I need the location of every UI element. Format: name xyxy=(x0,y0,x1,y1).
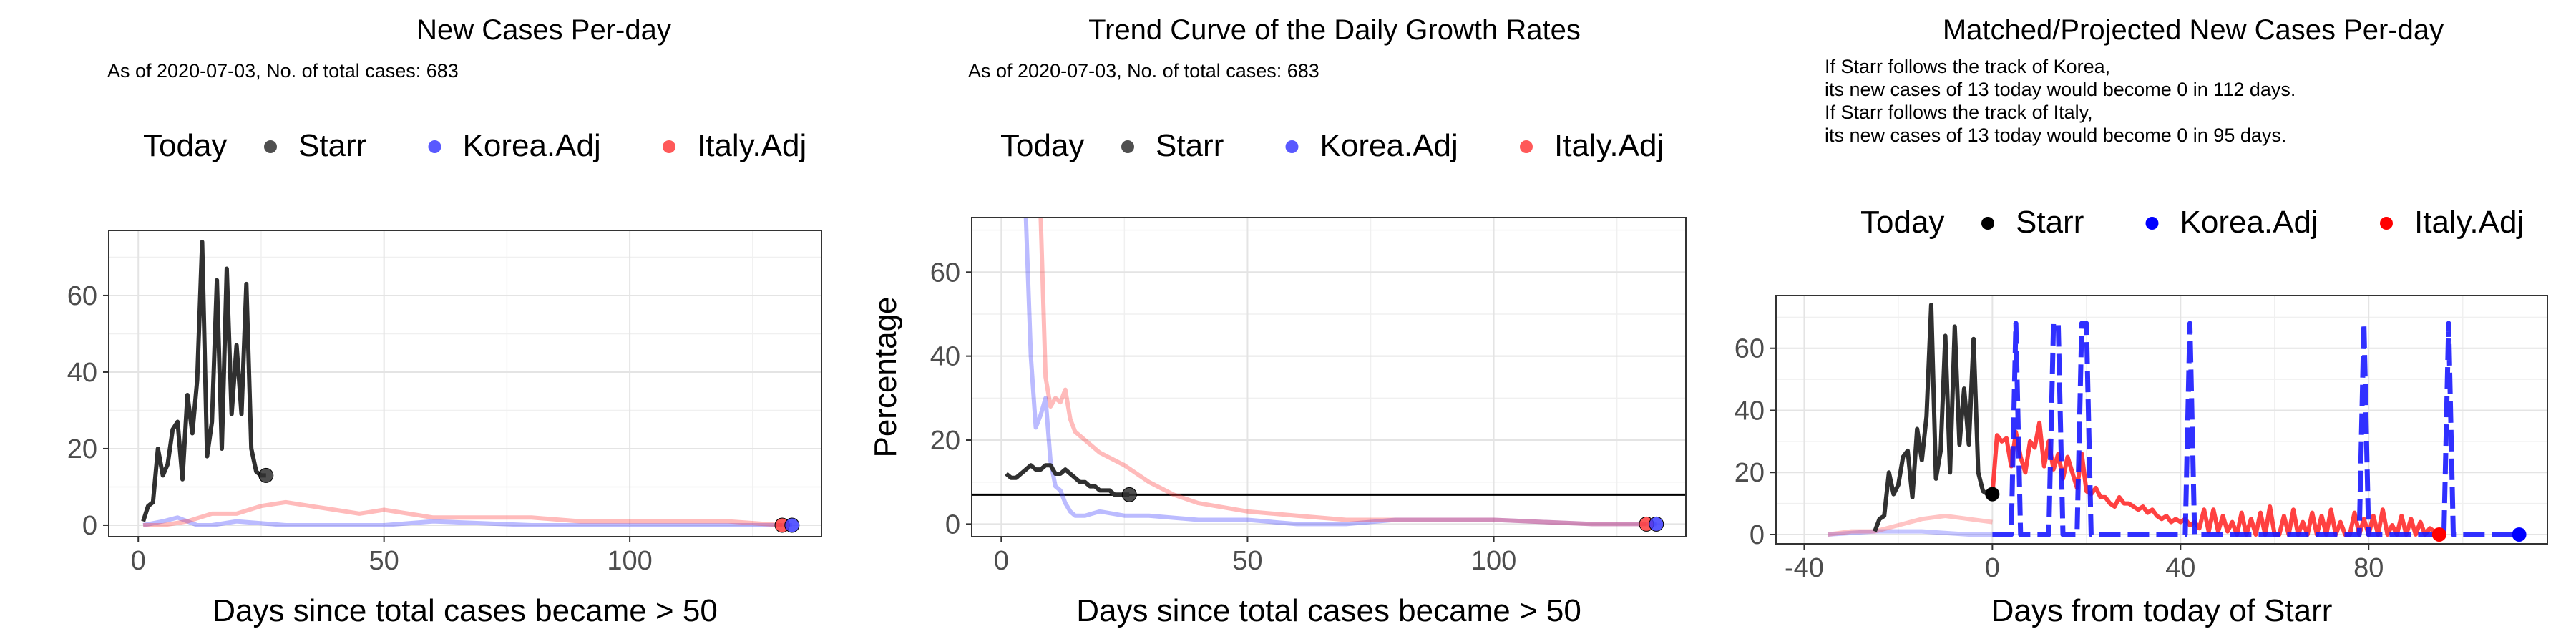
x-tick-label: 50 xyxy=(369,546,399,576)
x-tick-label: 0 xyxy=(1985,553,2000,583)
chart-subtitle: If Starr follows the track of Korea, its … xyxy=(1825,56,2296,146)
plot-border xyxy=(108,230,822,537)
series-line-starr xyxy=(1005,463,1130,497)
x-tick-label: 80 xyxy=(2353,553,2384,583)
chart-panel-3: Matched/Projected New Cases Per-day If St… xyxy=(1735,14,2548,628)
legend-title: Today xyxy=(143,128,227,163)
legend-label: Starr xyxy=(298,128,366,163)
x-tick-label: -40 xyxy=(1785,553,1824,583)
y-tick-label: 40 xyxy=(930,342,960,372)
plot-border xyxy=(971,217,1687,537)
today-point-koreaadj xyxy=(1649,516,1664,532)
legend-marker-italyadj xyxy=(2380,217,2393,230)
x-tick-label: 100 xyxy=(1471,546,1516,576)
legend-marker-koreaadj xyxy=(2145,217,2159,230)
y-tick-label: 0 xyxy=(945,509,960,540)
x-axis-label: Days since total cases became > 50 xyxy=(1076,593,1581,628)
today-point-starr xyxy=(1121,487,1137,502)
chart-panel-2: Trend Curve of the Daily Growth Rates As … xyxy=(868,14,1687,628)
y-tick-label: 40 xyxy=(1735,396,1765,426)
y-tick-label: 60 xyxy=(67,281,97,311)
today-point-starr xyxy=(258,467,274,483)
chart-subtitle-line: As of 2020-07-03, No. of total cases: 68… xyxy=(107,60,459,82)
x-tick-label: 0 xyxy=(131,546,146,576)
today-point-koreaadj xyxy=(2512,527,2527,542)
chart-panel-1: New Cases Per-day As of 2020-07-03, No. o… xyxy=(67,14,822,628)
legend-marker-starr xyxy=(1981,217,1994,230)
y-tick-label: 60 xyxy=(930,258,960,288)
legend-label: Italy.Adj xyxy=(1554,128,1664,163)
legend-label: Italy.Adj xyxy=(2414,205,2524,240)
series-line-italy-adj xyxy=(1990,420,2441,537)
plot-area xyxy=(1776,296,2547,544)
series-line-korea-adj xyxy=(142,515,792,527)
x-tick-label: 40 xyxy=(2165,553,2195,583)
chart-subtitle-line: its new cases of 13 today would become 0… xyxy=(1825,79,2296,100)
legend-label: Starr xyxy=(2016,205,2084,240)
legend-marker-italyadj xyxy=(1520,140,1533,153)
legend-label: Korea.Adj xyxy=(1320,128,1458,163)
chart-title: Trend Curve of the Daily Growth Rates xyxy=(1088,14,1581,46)
y-tick-label: 20 xyxy=(930,426,960,456)
x-axis-label: Days since total cases became > 50 xyxy=(213,593,718,628)
legend-marker-starr xyxy=(1121,140,1134,153)
legend-marker-koreaadj xyxy=(1285,140,1299,153)
series-line-starr xyxy=(1873,303,1993,532)
y-tick-label: 20 xyxy=(1735,458,1765,488)
plot-area xyxy=(972,218,1686,537)
series-line-starr xyxy=(141,240,266,522)
chart-subtitle-line: its new cases of 13 today would become 0… xyxy=(1825,125,2286,146)
chart-title: Matched/Projected New Cases Per-day xyxy=(1943,14,2444,46)
plot-border xyxy=(1775,295,2548,545)
legend-label: Korea.Adj xyxy=(463,128,601,163)
today-point-italyadj xyxy=(2431,527,2446,542)
legend-title: Today xyxy=(1000,128,1084,163)
y-tick-label: 20 xyxy=(67,434,97,464)
y-axis-label: Percentage xyxy=(868,296,903,457)
series-line-italy-adj xyxy=(1038,218,1646,527)
chart-subtitle-line: As of 2020-07-03, No. of total cases: 68… xyxy=(968,60,1319,82)
series-line-italy-adj xyxy=(143,499,783,527)
series-line-korea-adj xyxy=(1992,321,2519,537)
today-point-starr xyxy=(1985,487,2000,502)
x-tick-label: 0 xyxy=(994,546,1009,576)
chart-title: New Cases Per-day xyxy=(416,14,671,46)
legend-marker-starr xyxy=(264,140,277,153)
legend-label: Starr xyxy=(1156,128,1224,163)
chart-subtitle-line: If Starr follows the track of Italy, xyxy=(1825,102,2093,123)
chart-subtitle: As of 2020-07-03, No. of total cases: 68… xyxy=(107,60,459,82)
x-tick-label: 50 xyxy=(1232,546,1262,576)
chart-subtitle-line: If Starr follows the track of Korea, xyxy=(1825,56,2110,77)
y-tick-label: 0 xyxy=(1750,520,1765,550)
y-tick-label: 60 xyxy=(1735,334,1765,364)
legend-title: Today xyxy=(1860,205,1944,240)
series-line-korea-adj xyxy=(1023,218,1657,527)
chart-subtitle: As of 2020-07-03, No. of total cases: 68… xyxy=(968,60,1319,82)
legend-marker-koreaadj xyxy=(428,140,441,153)
plot-area xyxy=(109,230,821,537)
legend-label: Korea.Adj xyxy=(2180,205,2318,240)
x-tick-label: 100 xyxy=(607,546,652,576)
legend-marker-italyadj xyxy=(663,140,675,153)
series-line-italy-adj-history- xyxy=(1827,514,1993,537)
today-point-koreaadj xyxy=(784,517,800,533)
y-tick-label: 0 xyxy=(82,511,97,541)
series-line-korea-adj-history- xyxy=(1828,529,1993,537)
x-axis-label: Days from today of Starr xyxy=(1991,593,2333,628)
y-tick-label: 40 xyxy=(67,358,97,388)
legend-label: Italy.Adj xyxy=(697,128,806,163)
